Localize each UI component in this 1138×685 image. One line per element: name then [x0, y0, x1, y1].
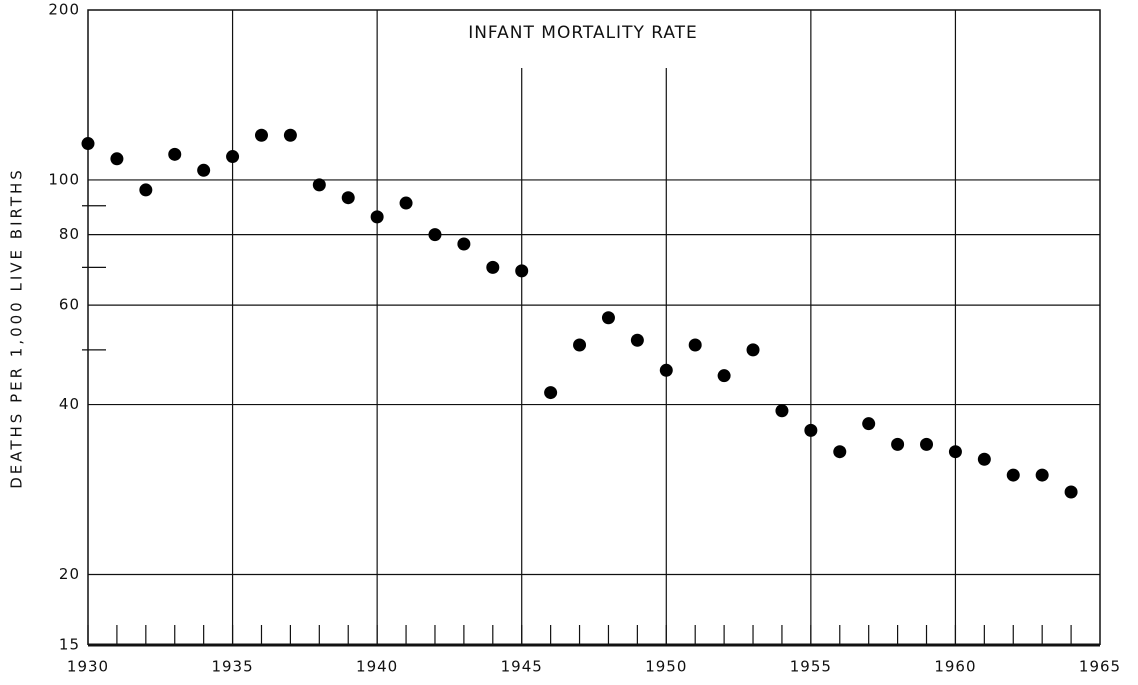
data-point: [833, 445, 847, 459]
x-tick-label: 1955: [790, 658, 832, 676]
data-point: [920, 437, 934, 451]
data-point: [312, 178, 326, 192]
data-point: [862, 417, 876, 431]
data-point: [717, 369, 731, 383]
y-tick-label: 20: [59, 565, 80, 583]
y-tick-label: 80: [59, 225, 80, 243]
x-tick-label: 1945: [501, 658, 543, 676]
data-point: [139, 183, 153, 197]
chart-title: INFANT MORTALITY RATE: [468, 23, 698, 43]
data-point: [1035, 468, 1049, 482]
data-point: [630, 333, 644, 347]
y-tick-label: 200: [48, 1, 80, 19]
data-point: [948, 445, 962, 459]
data-point: [399, 196, 413, 210]
data-point: [81, 137, 95, 151]
y-tick-label: 100: [48, 170, 80, 188]
data-point: [746, 343, 760, 357]
data-point: [486, 260, 500, 274]
data-point: [891, 437, 905, 451]
data-point: [659, 363, 673, 377]
y-tick-label: 15: [59, 636, 80, 654]
x-tick-label: 1935: [211, 658, 253, 676]
data-point: [457, 237, 471, 251]
data-point: [1064, 485, 1078, 499]
x-tick-label: 1965: [1079, 658, 1121, 676]
data-point: [110, 152, 124, 166]
data-point: [370, 210, 384, 224]
data-point: [775, 404, 789, 418]
y-tick-label: 60: [59, 296, 80, 314]
data-point: [341, 191, 355, 205]
data-point: [428, 228, 442, 242]
x-tick-label: 1950: [645, 658, 687, 676]
data-point: [515, 264, 529, 278]
x-tick-label: 1930: [67, 658, 109, 676]
data-point: [804, 423, 818, 437]
data-point: [977, 452, 991, 466]
data-point: [1006, 468, 1020, 482]
x-tick-label: 1940: [356, 658, 398, 676]
data-point: [283, 128, 297, 142]
data-point: [573, 338, 587, 352]
data-point: [254, 128, 268, 142]
data-point: [601, 311, 615, 325]
data-point: [688, 338, 702, 352]
data-point: [197, 163, 211, 177]
y-tick-label: 40: [59, 395, 80, 413]
data-point: [544, 386, 558, 400]
plot-frame: [87, 9, 1101, 645]
x-tick-label: 1960: [934, 658, 976, 676]
data-point: [226, 150, 240, 164]
y-axis-label: DEATHS PER 1,000 LIVE BIRTHS: [8, 167, 26, 489]
data-point: [168, 147, 182, 161]
